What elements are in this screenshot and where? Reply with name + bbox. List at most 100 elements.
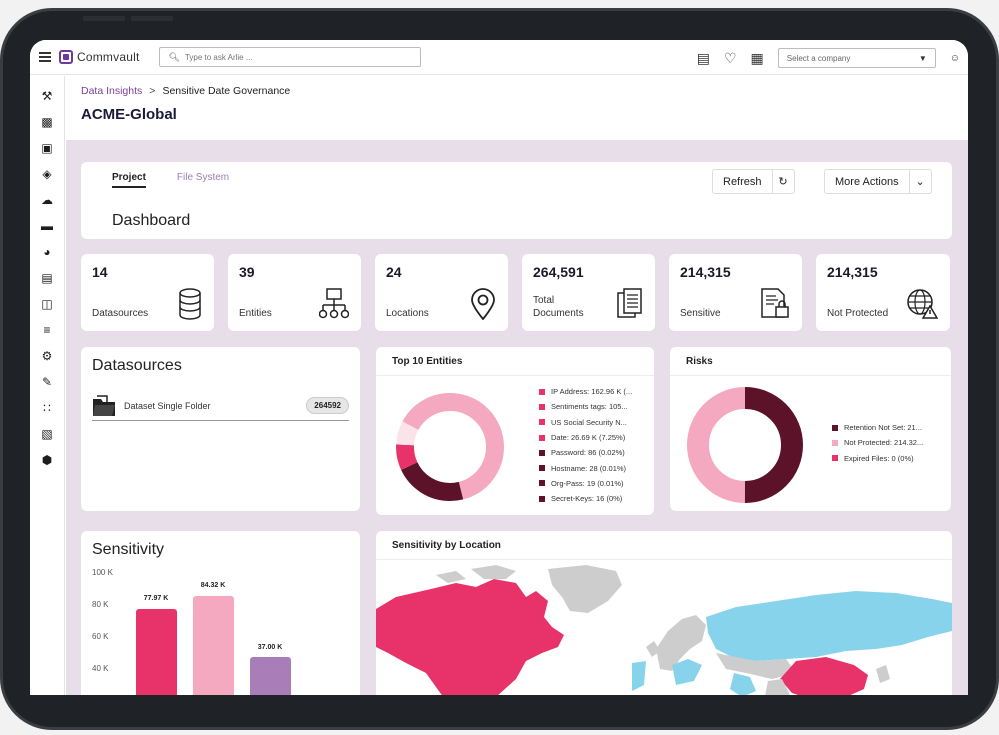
company-select[interactable]: Select a company ▼ <box>777 48 936 68</box>
map-region-uk[interactable] <box>646 641 660 657</box>
map-region-middle-east[interactable] <box>730 673 756 695</box>
search-input[interactable] <box>184 52 415 62</box>
gauge-icon[interactable]: ◕ <box>43 245 51 259</box>
dashboard-grid-icon[interactable]: ▦ <box>750 50 764 66</box>
search-box[interactable]: 🔍︎ <box>159 47 422 67</box>
legend-label: Org-Pass: 19 (0.01%) <box>551 478 624 488</box>
legend-item[interactable]: US Social Security N... <box>539 415 632 430</box>
legend-label: Secret-Keys: 16 (0%) <box>551 494 623 504</box>
refresh-button[interactable]: Refresh ↻ <box>712 169 795 194</box>
datasource-row[interactable]: Dataset Single Folder 264592 <box>92 391 349 421</box>
secure-document-icon <box>761 288 789 318</box>
sensitivity-bar-3[interactable] <box>250 657 291 695</box>
shield-icon[interactable]: ◈ <box>42 167 52 181</box>
risks-donut-chart <box>687 387 803 503</box>
package-icon[interactable]: ▧ <box>41 427 53 441</box>
tab-file-system[interactable]: File System <box>176 172 230 183</box>
map-region-south-asia[interactable] <box>764 679 790 695</box>
more-actions-label: More Actions <box>835 175 899 188</box>
dashboard-header-card: Project File System Dashboard Refresh ↻ … <box>81 162 952 239</box>
legend-item[interactable]: Sentiments tags: 105... <box>539 399 632 414</box>
breadcrumb-link-data-insights[interactable]: Data Insights <box>81 85 143 97</box>
apps-grid-icon[interactable]: ∷ <box>43 401 51 415</box>
top-bar: Commvault 🔍︎ ▤ ♡ ▦ Select a company ▼ ☺ <box>30 40 968 75</box>
storage-icon[interactable]: ◫ <box>41 297 53 311</box>
stat-label: Locations <box>386 308 429 319</box>
stat-card-total-documents[interactable]: 264,591 Total Documents <box>522 254 655 331</box>
stat-card-sensitive[interactable]: 214,315 Sensitive <box>669 254 802 331</box>
refresh-icon: ↻ <box>771 170 794 193</box>
map-region-europe[interactable] <box>656 615 706 671</box>
sensitivity-title: Sensitivity <box>92 541 165 558</box>
stat-label: Total Documents <box>533 294 584 320</box>
sensitivity-bar-2[interactable] <box>193 596 234 695</box>
tools-icon[interactable]: ⚒ <box>41 89 53 103</box>
map-region-iberia[interactable] <box>632 661 646 691</box>
user-icon[interactable]: ☺ <box>949 52 960 64</box>
breadcrumb-separator: > <box>149 85 156 97</box>
sensitivity-bar-1[interactable] <box>136 609 177 695</box>
hamburger-menu-icon[interactable] <box>39 52 51 62</box>
bar-value-label: 77.97 K <box>143 595 169 602</box>
risks-legend: Retention Not Set: 21... Not Protected: … <box>832 420 923 466</box>
legend-item[interactable]: Hostname: 28 (0.01%) <box>539 460 632 475</box>
legend-item[interactable]: Not Protected: 214.32... <box>832 435 923 450</box>
world-map[interactable] <box>376 561 952 695</box>
risks-card: Risks Retention Not Set: 21... Not Prote… <box>670 347 951 511</box>
stat-card-locations[interactable]: 24 Locations <box>375 254 508 331</box>
stat-label-line2: Documents <box>533 308 584 319</box>
legend-item[interactable]: Retention Not Set: 21... <box>832 420 923 435</box>
legend-item[interactable]: Org-Pass: 19 (0.01%) <box>539 476 632 491</box>
map-region-china[interactable] <box>780 657 868 695</box>
map-region-arctic-islands[interactable] <box>436 571 466 583</box>
bell-icon[interactable]: ♡ <box>723 50 737 66</box>
legend-label: IP Address: 162.96 K (... <box>551 387 633 397</box>
edit-report-icon[interactable]: ✎ <box>41 375 53 389</box>
map-region-arctic-islands[interactable] <box>471 565 516 579</box>
brand-logo[interactable]: Commvault <box>59 50 139 64</box>
security-lock-icon[interactable]: ▣ <box>41 141 53 155</box>
map-region-north-america[interactable] <box>376 579 564 695</box>
location-map-title: Sensitivity by Location <box>392 540 501 551</box>
analytics-icon[interactable]: ▩ <box>41 115 53 129</box>
y-axis-tick: 60 K <box>92 632 109 641</box>
legend-item[interactable]: Password: 86 (0.02%) <box>539 445 632 460</box>
stat-card-not-protected[interactable]: 214,315 Not Protected <box>816 254 950 331</box>
stat-card-datasources[interactable]: 14 Datasources <box>81 254 214 331</box>
legend-label: Sentiments tags: 105... <box>551 402 628 412</box>
chevron-down-icon: ⌄ <box>908 170 931 193</box>
stat-value: 214,315 <box>827 264 878 280</box>
top-right-actions: ▤ ♡ ▦ Select a company ▼ ☺ <box>697 48 960 68</box>
legend-item[interactable]: Date: 26.69 K (7.25%) <box>539 430 632 445</box>
briefcase-icon[interactable]: ▬ <box>41 219 53 233</box>
tab-bar: Project File System <box>112 172 260 188</box>
map-region-central-asia[interactable] <box>716 653 796 679</box>
stat-card-entities[interactable]: 39 Entities <box>228 254 361 331</box>
stat-value: 264,591 <box>533 264 584 280</box>
legend-label: Date: 26.69 K (7.25%) <box>551 433 626 443</box>
clipboard-report-icon[interactable]: ▤ <box>696 50 710 66</box>
legend-item[interactable]: Expired Files: 0 (0%) <box>832 451 923 466</box>
map-region-japan[interactable] <box>876 665 890 683</box>
legend-item[interactable]: IP Address: 162.96 K (... <box>539 384 632 399</box>
more-actions-button[interactable]: More Actions ⌄ <box>824 169 932 194</box>
commvault-cube-icon[interactable]: ⬢ <box>41 453 53 467</box>
sensitivity-card: Sensitivity 100 K 80 K 60 K 40 K 77.97 K… <box>81 531 360 695</box>
entities-legend: IP Address: 162.96 K (... Sentiments tag… <box>539 384 632 506</box>
map-region-russia[interactable] <box>706 591 952 661</box>
map-region-greenland[interactable] <box>548 565 622 613</box>
commvault-logo-icon <box>59 50 73 64</box>
stat-label: Not Protected <box>827 308 889 319</box>
map-region-central-europe[interactable] <box>672 659 702 685</box>
legend-item[interactable]: Secret-Keys: 16 (0%) <box>539 491 632 506</box>
risks-title: Risks <box>686 356 713 367</box>
y-axis-tick: 100 K <box>92 568 113 577</box>
cloud-icon[interactable]: ☁ <box>41 193 53 207</box>
legend-swatch <box>539 388 545 395</box>
card-divider <box>376 559 952 560</box>
legend-label: US Social Security N... <box>551 417 627 427</box>
tab-project[interactable]: Project <box>112 172 146 188</box>
monitor-icon[interactable]: ▤ <box>41 271 53 285</box>
sliders-icon[interactable]: ≡ <box>43 323 51 337</box>
settings-gear-icon[interactable]: ⚙ <box>41 349 53 363</box>
